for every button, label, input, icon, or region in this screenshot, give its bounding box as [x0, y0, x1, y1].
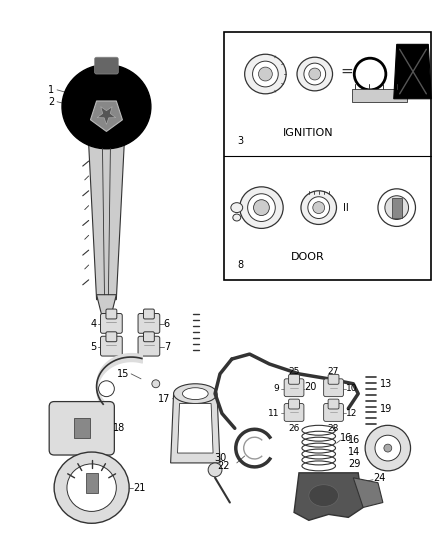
Ellipse shape	[378, 189, 416, 227]
Ellipse shape	[67, 464, 117, 512]
FancyBboxPatch shape	[289, 399, 300, 409]
Polygon shape	[294, 473, 363, 520]
FancyBboxPatch shape	[324, 403, 343, 422]
FancyBboxPatch shape	[95, 57, 118, 74]
Ellipse shape	[231, 203, 243, 213]
Ellipse shape	[258, 67, 272, 81]
Text: 26: 26	[288, 424, 300, 433]
Text: 6: 6	[164, 319, 170, 329]
FancyBboxPatch shape	[106, 332, 117, 342]
Text: IGNITION: IGNITION	[283, 128, 333, 139]
Polygon shape	[177, 403, 213, 453]
Text: 1: 1	[48, 85, 54, 95]
Ellipse shape	[313, 201, 325, 214]
Text: 4: 4	[91, 319, 96, 329]
Text: 2: 2	[48, 96, 54, 107]
Ellipse shape	[309, 68, 321, 80]
FancyBboxPatch shape	[324, 379, 343, 397]
Text: 16: 16	[340, 433, 353, 443]
Polygon shape	[171, 394, 220, 463]
Ellipse shape	[245, 54, 286, 94]
FancyBboxPatch shape	[289, 374, 300, 384]
Bar	[392, 198, 402, 217]
Polygon shape	[91, 101, 122, 132]
Text: 18: 18	[113, 423, 126, 433]
Text: =: =	[340, 63, 353, 78]
Text: 15: 15	[117, 369, 129, 379]
FancyBboxPatch shape	[328, 399, 339, 409]
Text: 13: 13	[380, 379, 392, 389]
Text: 10: 10	[346, 384, 358, 393]
Text: 22: 22	[217, 461, 230, 471]
Ellipse shape	[247, 194, 275, 222]
Text: 9: 9	[273, 384, 279, 393]
Text: II: II	[343, 203, 349, 213]
FancyBboxPatch shape	[284, 379, 304, 397]
Text: 25: 25	[288, 367, 300, 376]
Ellipse shape	[62, 64, 151, 149]
Text: 7: 7	[164, 342, 170, 352]
Bar	[86, 473, 98, 492]
Text: 8: 8	[238, 260, 244, 270]
Ellipse shape	[375, 435, 401, 461]
Circle shape	[99, 381, 114, 397]
Text: DOOR: DOOR	[291, 252, 325, 262]
Ellipse shape	[301, 191, 336, 224]
FancyBboxPatch shape	[144, 332, 154, 342]
Polygon shape	[352, 89, 406, 102]
FancyBboxPatch shape	[106, 309, 117, 319]
Text: 19: 19	[380, 403, 392, 414]
Ellipse shape	[183, 387, 208, 400]
Text: 12: 12	[346, 409, 358, 418]
Ellipse shape	[308, 197, 329, 219]
Ellipse shape	[54, 452, 129, 523]
FancyBboxPatch shape	[284, 403, 304, 422]
Polygon shape	[97, 107, 116, 125]
FancyBboxPatch shape	[138, 336, 160, 356]
Text: 30: 30	[214, 453, 226, 463]
Text: 24: 24	[373, 473, 385, 483]
Ellipse shape	[309, 484, 339, 506]
Text: 14: 14	[348, 447, 360, 457]
Ellipse shape	[173, 384, 217, 403]
Text: 21: 21	[133, 483, 145, 492]
FancyBboxPatch shape	[328, 374, 339, 384]
Text: 3: 3	[238, 136, 244, 147]
Ellipse shape	[233, 214, 241, 221]
Polygon shape	[88, 144, 124, 300]
Polygon shape	[96, 295, 117, 314]
Ellipse shape	[254, 200, 269, 215]
Text: 27: 27	[328, 367, 339, 376]
Ellipse shape	[253, 61, 278, 87]
Bar	[74, 418, 90, 438]
FancyBboxPatch shape	[138, 313, 160, 333]
FancyBboxPatch shape	[101, 313, 122, 333]
Circle shape	[354, 58, 386, 90]
Ellipse shape	[384, 444, 392, 452]
Text: 17: 17	[158, 393, 171, 403]
FancyBboxPatch shape	[49, 401, 114, 455]
Text: 20: 20	[304, 382, 316, 392]
Text: 29: 29	[348, 459, 360, 469]
Ellipse shape	[385, 196, 409, 220]
Bar	[224, 33, 431, 280]
Text: 28: 28	[328, 424, 339, 433]
Ellipse shape	[297, 57, 332, 91]
Text: 11: 11	[268, 409, 279, 418]
Circle shape	[208, 463, 222, 477]
Circle shape	[152, 380, 160, 387]
Ellipse shape	[240, 187, 283, 229]
Polygon shape	[394, 44, 431, 99]
FancyBboxPatch shape	[144, 309, 154, 319]
Polygon shape	[353, 478, 383, 507]
Ellipse shape	[365, 425, 410, 471]
Text: 5: 5	[90, 342, 96, 352]
Text: 16: 16	[348, 435, 360, 445]
Ellipse shape	[304, 63, 325, 85]
FancyBboxPatch shape	[101, 336, 122, 356]
